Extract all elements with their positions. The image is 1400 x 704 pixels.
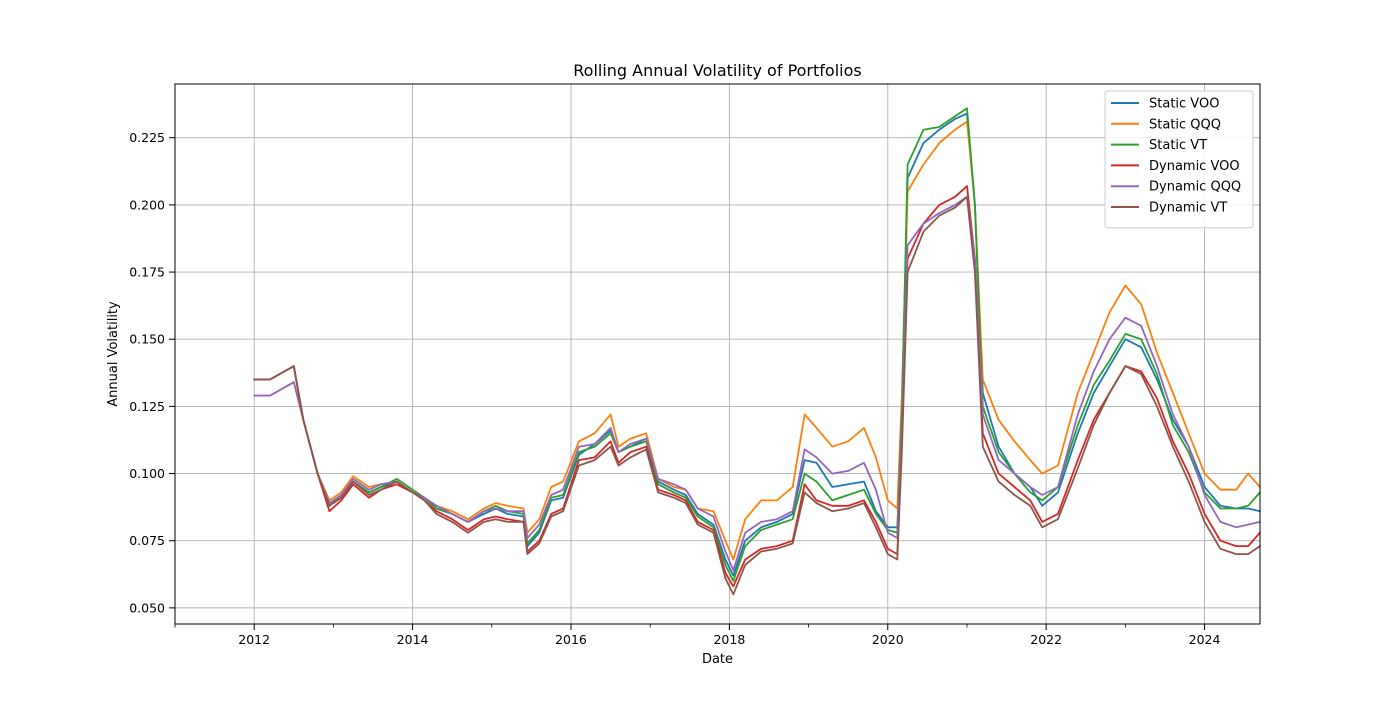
legend-label-dynamic-vt: Dynamic VT	[1149, 201, 1227, 216]
y-tick-label: 0.225	[129, 130, 165, 145]
series-line-dynamic-vt	[253, 195, 1261, 596]
y-tick-label: 0.050	[129, 600, 165, 615]
y-tick-label: 0.175	[129, 265, 165, 280]
legend-label-dynamic-voo: Dynamic VOO	[1149, 159, 1240, 174]
x-tick-label: 2018	[713, 632, 745, 647]
x-tick-label: 2014	[397, 632, 429, 647]
series-line-dynamic-qqq	[253, 195, 1261, 572]
plot-frame	[174, 83, 1261, 625]
x-tick-label: 2024	[1189, 632, 1221, 647]
legend-label-static-voo: Static VOO	[1149, 97, 1219, 112]
y-tick-label: 0.125	[129, 399, 165, 414]
x-axis-title: Date	[702, 652, 733, 667]
x-tick-label: 2016	[555, 632, 587, 647]
axis-ticks: 2012 2014 2016 2018 2020 2022 2024 0.050 0.075 0.…	[129, 130, 1220, 647]
x-tick-label: 2022	[1030, 632, 1062, 647]
y-tick-label: 0.200	[129, 197, 165, 212]
grid	[175, 84, 1260, 624]
y-tick-label: 0.150	[129, 332, 165, 347]
legend-label-static-vt: Static VT	[1149, 138, 1207, 153]
chart-title: Rolling Annual Volatility of Portfolios	[573, 61, 861, 80]
legend-box	[1104, 90, 1254, 229]
y-tick-label: 0.100	[129, 466, 165, 481]
y-axis-title: Annual Volatility	[106, 301, 121, 407]
series-line-dynamic-voo	[253, 185, 1261, 588]
legend-label-static-qqq: Static QQQ	[1149, 117, 1221, 132]
x-tick-label: 2012	[238, 632, 270, 647]
legend: Static VOO Static QQQ Static VT Dynamic VOO…	[1104, 90, 1254, 229]
x-tick-label: 2020	[872, 632, 904, 647]
legend-label-dynamic-qqq: Dynamic QQQ	[1149, 180, 1241, 195]
series-lines	[253, 107, 1261, 596]
y-tick-label: 0.075	[129, 533, 165, 548]
